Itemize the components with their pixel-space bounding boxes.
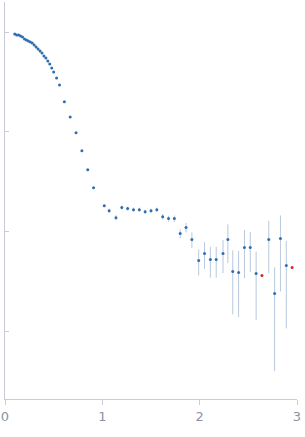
svg-text:3: 3 <box>293 409 301 424</box>
svg-text:2: 2 <box>196 409 204 424</box>
svg-text:0: 0 <box>1 409 9 424</box>
svg-text:1: 1 <box>98 409 106 424</box>
